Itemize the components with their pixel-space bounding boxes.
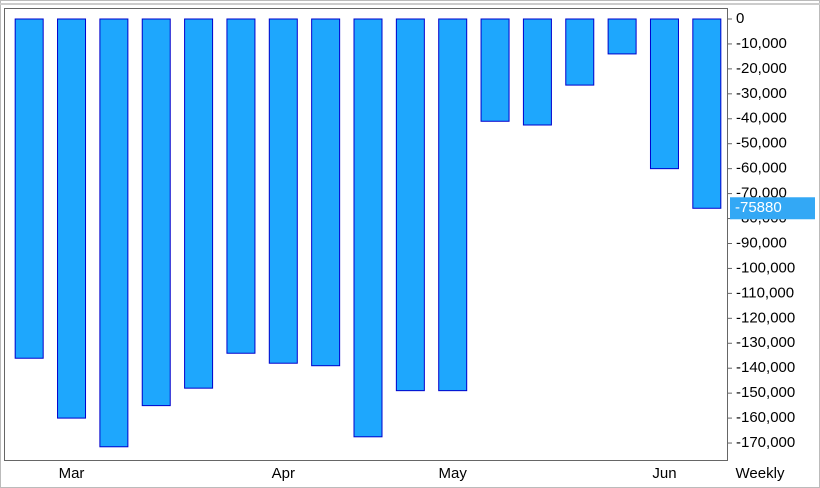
x-tick-label: May: [439, 465, 468, 482]
bar: [311, 18, 341, 367]
bar: [649, 18, 679, 170]
x-tick-label: Jun: [652, 465, 676, 482]
bar: [692, 18, 722, 209]
y-tick-label: -150,000: [736, 384, 795, 401]
bar: [57, 18, 87, 419]
y-tick-label: -160,000: [736, 409, 795, 426]
bar: [184, 18, 214, 389]
bar: [14, 18, 44, 359]
bar: [268, 18, 298, 364]
last-value-label: -75880: [735, 199, 782, 216]
bar: [438, 18, 468, 392]
last-value-marker: [730, 197, 815, 220]
bar: [353, 18, 383, 438]
bar: [480, 18, 510, 122]
y-tick-label: -140,000: [736, 359, 795, 376]
y-tick-label: -170,000: [736, 434, 795, 451]
period-label: Weekly: [736, 465, 785, 482]
y-tick-label: -130,000: [736, 334, 795, 351]
x-tick-label: Mar: [59, 465, 85, 482]
bar: [522, 18, 552, 126]
y-tick-label: -50,000: [736, 135, 787, 152]
y-tick-label: -90,000: [736, 234, 787, 251]
y-tick-label: 0: [736, 10, 744, 27]
bar: [607, 18, 637, 55]
y-tick-label: -10,000: [736, 35, 787, 52]
x-tick-label: Apr: [272, 465, 295, 482]
y-tick-label: -30,000: [736, 85, 787, 102]
bar: [565, 18, 595, 86]
bar: [226, 18, 256, 354]
y-tick-label: -120,000: [736, 309, 795, 326]
bar: [99, 18, 129, 448]
y-tick-label: -20,000: [736, 60, 787, 77]
y-tick-label: -110,000: [736, 284, 794, 301]
bar: [141, 18, 171, 407]
y-tick-label: -100,000: [736, 259, 795, 276]
y-tick-label: -40,000: [736, 110, 787, 127]
y-tick-label: -60,000: [736, 160, 787, 177]
bar: [395, 18, 425, 392]
